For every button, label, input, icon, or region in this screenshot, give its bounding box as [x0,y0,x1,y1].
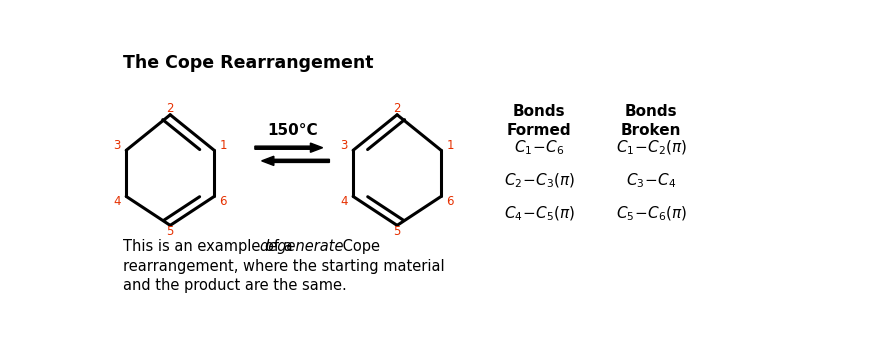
Text: 2: 2 [166,103,174,116]
Text: 6: 6 [219,195,226,208]
Text: $C_3\!-\!C_4$: $C_3\!-\!C_4$ [626,171,676,190]
Text: 2: 2 [393,103,401,116]
Text: The Cope Rearrangement: The Cope Rearrangement [122,54,373,72]
Text: 3: 3 [114,139,121,152]
Text: 1: 1 [447,139,454,152]
Text: and the product are the same.: and the product are the same. [122,278,347,293]
Text: 5: 5 [393,225,401,238]
Text: $C_5\!-\!C_6(\pi)$: $C_5\!-\!C_6(\pi)$ [615,204,687,223]
Text: Bonds
Formed: Bonds Formed [507,104,572,138]
Text: 4: 4 [341,195,348,208]
FancyArrow shape [255,143,323,152]
Text: $C_1\!-\!C_2(\pi)$: $C_1\!-\!C_2(\pi)$ [615,139,687,157]
Text: Cope: Cope [338,239,380,254]
Text: 1: 1 [219,139,227,152]
Text: 150°C: 150°C [267,123,317,138]
Text: degenerate: degenerate [260,239,344,254]
Text: This is an example of a: This is an example of a [122,239,297,254]
Text: $C_2\!-\!C_3(\pi)$: $C_2\!-\!C_3(\pi)$ [503,171,575,190]
Text: 3: 3 [340,139,348,152]
Text: Bonds
Broken: Bonds Broken [621,104,682,138]
Text: 5: 5 [167,225,174,238]
FancyArrow shape [261,156,329,166]
Text: 4: 4 [114,195,121,208]
Text: $C_4\!-\!C_5(\pi)$: $C_4\!-\!C_5(\pi)$ [503,204,575,223]
Text: $C_1\!-\!C_6$: $C_1\!-\!C_6$ [514,139,565,157]
Text: rearrangement, where the starting material: rearrangement, where the starting materi… [122,259,444,274]
Text: 6: 6 [446,195,454,208]
